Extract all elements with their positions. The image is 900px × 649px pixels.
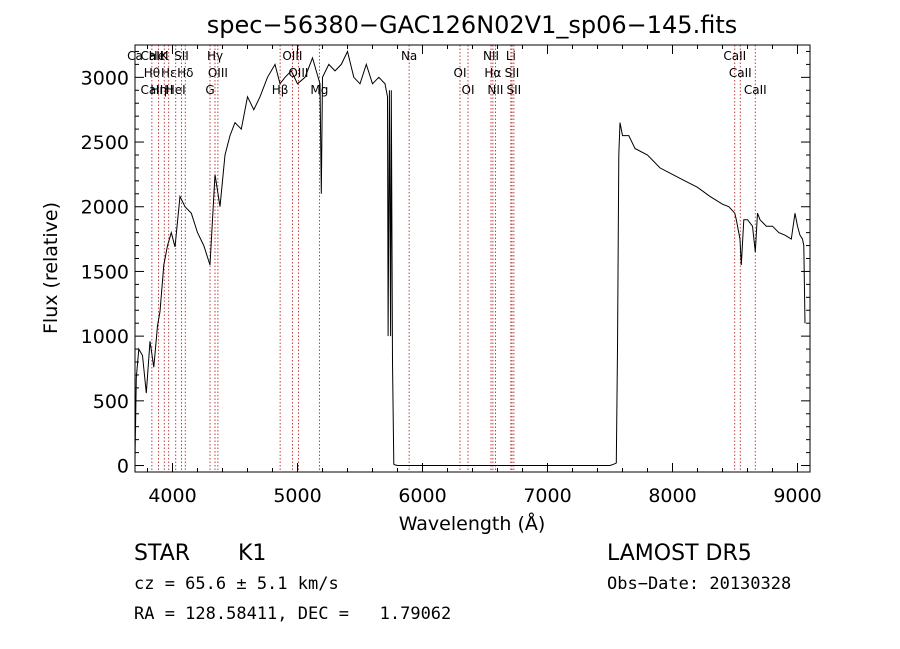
y-axis-ticks: 0 500 1000 1500 2000 2500 3000 bbox=[81, 50, 810, 478]
y-axis-label: Flux (relative) bbox=[40, 202, 62, 334]
reference-line-label: HeI bbox=[149, 49, 169, 63]
x-tick-label: 6000 bbox=[398, 485, 446, 507]
reference-line-label: Hα bbox=[484, 66, 501, 80]
reference-line-label: OIII bbox=[208, 66, 228, 80]
object-class: STAR bbox=[134, 541, 190, 566]
reference-line-label: OIII bbox=[282, 49, 302, 63]
chart-title: spec−56380−GAC126N02V1_sp06−145.fits bbox=[207, 11, 737, 39]
y-tick-label: 500 bbox=[93, 391, 129, 413]
reference-line-label: G bbox=[205, 83, 214, 97]
reference-line-label: SII bbox=[505, 66, 520, 80]
y-tick-label: 3000 bbox=[81, 67, 129, 89]
reference-line-label: Na bbox=[401, 49, 417, 63]
reference-line-label: OI bbox=[454, 66, 467, 80]
x-axis-label: Wavelength (Å) bbox=[399, 512, 546, 535]
x-axis-ticks: 4000 5000 6000 7000 8000 9000 bbox=[147, 45, 822, 507]
x-tick-label: 9000 bbox=[773, 485, 821, 507]
y-tick-label: 0 bbox=[117, 456, 129, 478]
reference-line-label: NII bbox=[487, 83, 503, 97]
y-tick-label: 2000 bbox=[81, 197, 129, 219]
x-tick-label: 4000 bbox=[148, 485, 196, 507]
x-tick-label: 7000 bbox=[523, 485, 571, 507]
reference-line-label: CaII bbox=[140, 49, 163, 63]
reference-line-label: Li bbox=[506, 49, 516, 63]
obs-date: Obs−Date: 20130328 bbox=[607, 574, 791, 594]
x-tick-label: 8000 bbox=[648, 485, 696, 507]
coordinates: RA = 128.58411, DEC = 1.79062 bbox=[134, 604, 451, 624]
reference-line-label: CaII bbox=[729, 66, 752, 80]
reference-line-label: OIII bbox=[288, 66, 308, 80]
plot-frame bbox=[134, 44, 811, 473]
reference-line-label: Mg bbox=[310, 83, 328, 97]
spectrum-plot bbox=[134, 50, 806, 466]
reference-line-label: Hβ bbox=[272, 83, 289, 97]
reference-line-label: Hη bbox=[150, 83, 167, 97]
reference-line-label: CaII bbox=[723, 49, 746, 63]
x-tick-label: 5000 bbox=[273, 485, 321, 507]
survey-name: LAMOST DR5 bbox=[607, 541, 752, 566]
reference-line-label: H bbox=[164, 83, 173, 97]
object-subclass: K1 bbox=[238, 541, 266, 566]
reference-line-label: SII bbox=[174, 49, 189, 63]
reference-line-label: OI bbox=[462, 83, 475, 97]
y-tick-label: 1500 bbox=[81, 261, 129, 283]
reference-line-label: HeI bbox=[166, 83, 186, 97]
reference-line-label: NII bbox=[483, 49, 499, 63]
reference-line-label: SII bbox=[507, 83, 522, 97]
y-tick-label: 1000 bbox=[81, 326, 129, 348]
y-tick-label: 2500 bbox=[81, 132, 129, 154]
reference-line-label: Hγ bbox=[207, 49, 223, 63]
reference-line-label: Hθ bbox=[144, 66, 160, 80]
reference-line-label: CaII bbox=[140, 83, 163, 97]
reference-line-label: Hδ bbox=[177, 66, 193, 80]
reference-line-label: Hε bbox=[161, 66, 177, 80]
reference-line-label: K bbox=[160, 49, 169, 63]
reference-line-labels: CaHθCaIICaIIHηHeIKHεHHeISIIHδGHγOIIIHβOI… bbox=[127, 49, 767, 97]
spectrum-line bbox=[134, 50, 806, 466]
reference-lines bbox=[134, 45, 756, 472]
redshift-readout: cz = 65.6 ± 5.1 km/s bbox=[134, 574, 339, 594]
reference-line-label: CaII bbox=[744, 83, 767, 97]
